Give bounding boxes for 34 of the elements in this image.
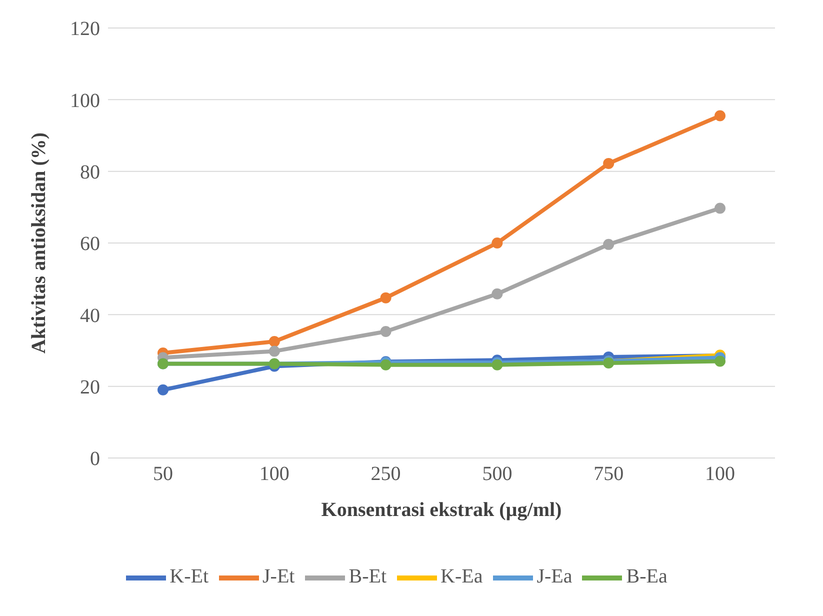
x-tick-label: 100 [259, 463, 290, 486]
y-axis-title: Aktivitas antioksidan (%) [28, 132, 50, 354]
point [268, 336, 280, 348]
point [603, 158, 614, 169]
y-tick-label: 120 [70, 18, 100, 40]
y-tick-label: 40 [80, 304, 100, 327]
point [380, 292, 392, 304]
legend-label: J-Ea [536, 566, 572, 588]
x-tick-label: 500 [482, 463, 512, 486]
point [380, 326, 392, 338]
point [714, 110, 726, 122]
y-tick-label: 20 [80, 376, 100, 398]
point [714, 202, 726, 214]
legend-label: K-Ea [440, 566, 483, 588]
y-tick-label: 100 [70, 90, 100, 112]
y-tick-label: 60 [80, 233, 100, 256]
point [158, 384, 168, 396]
x-axis-title: Konsentrasi ekstrak (µg/ml) [321, 499, 562, 521]
point [380, 359, 392, 370]
x-tick-label: 50 [153, 463, 173, 486]
legend-label: K-Et [170, 566, 209, 588]
point [492, 238, 503, 248]
x-tick-label: 250 [370, 463, 401, 486]
point [268, 346, 280, 357]
y-tick-label: 0 [90, 448, 100, 470]
legend-label: B-Ea [626, 566, 668, 588]
point [603, 238, 614, 250]
x-tick-label: 100 [705, 463, 735, 486]
point [492, 288, 503, 300]
y-tick-label: 80 [80, 161, 100, 184]
legend-label: B-Et [348, 566, 387, 588]
point [714, 356, 726, 367]
x-tick-label: 750 [594, 463, 624, 486]
legend-label: J-Et [262, 566, 295, 588]
